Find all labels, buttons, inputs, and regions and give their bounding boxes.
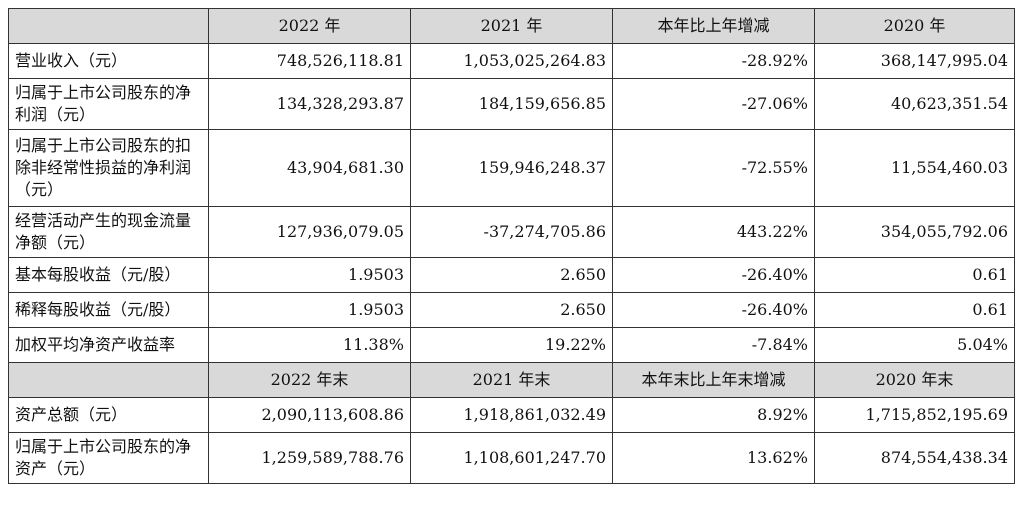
- cell-value: 159,946,248.37: [410, 129, 613, 207]
- cell-value: 443.22%: [612, 206, 815, 258]
- row-label: 营业收入（元）: [8, 43, 209, 79]
- cell-value: 354,055,792.06: [814, 206, 1015, 258]
- row-label: 归属于上市公司股东的扣除非经常性损益的净利润（元）: [8, 129, 209, 207]
- row-label: 归属于上市公司股东的净利润（元）: [8, 78, 209, 130]
- subheader-cell-2020-end: 2020 年末: [814, 362, 1015, 398]
- cell-value: 134,328,293.87: [208, 78, 411, 130]
- cell-value: 13.62%: [612, 432, 815, 484]
- row-label: 经营活动产生的现金流量净额（元）: [8, 206, 209, 258]
- cell-value: 11,554,460.03: [814, 129, 1015, 207]
- cell-value: 0.61: [814, 257, 1015, 293]
- table-row: 基本每股收益（元/股） 1.9503 2.650 -26.40% 0.61: [8, 257, 1015, 293]
- subheader-cell-change: 本年末比上年末增减: [612, 362, 815, 398]
- cell-value: 1,259,589,788.76: [208, 432, 411, 484]
- table-row: 经营活动产生的现金流量净额（元） 127,936,079.05 -37,274,…: [8, 206, 1015, 258]
- subheader-cell-2022-end: 2022 年末: [208, 362, 411, 398]
- row-label: 归属于上市公司股东的净资产（元）: [8, 432, 209, 484]
- row-label: 基本每股收益（元/股）: [8, 257, 209, 293]
- cell-value: -28.92%: [612, 43, 815, 79]
- cell-value: 2.650: [410, 257, 613, 293]
- cell-value: 11.38%: [208, 327, 411, 363]
- table-row: 归属于上市公司股东的扣除非经常性损益的净利润（元） 43,904,681.30 …: [8, 129, 1015, 207]
- table-row: 稀释每股收益（元/股） 1.9503 2.650 -26.40% 0.61: [8, 292, 1015, 328]
- cell-value: 1,715,852,195.69: [814, 397, 1015, 433]
- cell-value: 5.04%: [814, 327, 1015, 363]
- cell-value: 8.92%: [612, 397, 815, 433]
- cell-value: 184,159,656.85: [410, 78, 613, 130]
- row-label: 稀释每股收益（元/股）: [8, 292, 209, 328]
- cell-value: -72.55%: [612, 129, 815, 207]
- header-cell-empty: [8, 8, 209, 44]
- cell-value: 40,623,351.54: [814, 78, 1015, 130]
- cell-value: 19.22%: [410, 327, 613, 363]
- cell-value: 748,526,118.81: [208, 43, 411, 79]
- cell-value: 0.61: [814, 292, 1015, 328]
- cell-value: -27.06%: [612, 78, 815, 130]
- cell-value: -26.40%: [612, 292, 815, 328]
- header-cell-2021: 2021 年: [410, 8, 613, 44]
- financial-summary-table: 2022 年 2021 年 本年比上年增减 2020 年 营业收入（元） 748…: [8, 8, 1015, 484]
- cell-value: -37,274,705.86: [410, 206, 613, 258]
- cell-value: 43,904,681.30: [208, 129, 411, 207]
- header-cell-2022: 2022 年: [208, 8, 411, 44]
- header-cell-2020: 2020 年: [814, 8, 1015, 44]
- cell-value: 874,554,438.34: [814, 432, 1015, 484]
- cell-value: -26.40%: [612, 257, 815, 293]
- row-label: 资产总额（元）: [8, 397, 209, 433]
- cell-value: 127,936,079.05: [208, 206, 411, 258]
- header-cell-change: 本年比上年增减: [612, 8, 815, 44]
- cell-value: -7.84%: [612, 327, 815, 363]
- financial-table-container: 2022 年 2021 年 本年比上年增减 2020 年 营业收入（元） 748…: [8, 8, 1015, 484]
- header-row: 2022 年 2021 年 本年比上年增减 2020 年: [8, 8, 1015, 44]
- table-row: 加权平均净资产收益率 11.38% 19.22% -7.84% 5.04%: [8, 327, 1015, 363]
- cell-value: 1.9503: [208, 292, 411, 328]
- cell-value: 2.650: [410, 292, 613, 328]
- cell-value: 1.9503: [208, 257, 411, 293]
- table-row: 归属于上市公司股东的净资产（元） 1,259,589,788.76 1,108,…: [8, 432, 1015, 484]
- cell-value: 368,147,995.04: [814, 43, 1015, 79]
- cell-value: 2,090,113,608.86: [208, 397, 411, 433]
- cell-value: 1,918,861,032.49: [410, 397, 613, 433]
- subheader-cell-empty: [8, 362, 209, 398]
- subheader-row: 2022 年末 2021 年末 本年末比上年末增减 2020 年末: [8, 362, 1015, 398]
- table-row: 归属于上市公司股东的净利润（元） 134,328,293.87 184,159,…: [8, 78, 1015, 130]
- table-row: 资产总额（元） 2,090,113,608.86 1,918,861,032.4…: [8, 397, 1015, 433]
- cell-value: 1,108,601,247.70: [410, 432, 613, 484]
- subheader-cell-2021-end: 2021 年末: [410, 362, 613, 398]
- cell-value: 1,053,025,264.83: [410, 43, 613, 79]
- row-label: 加权平均净资产收益率: [8, 327, 209, 363]
- table-row: 营业收入（元） 748,526,118.81 1,053,025,264.83 …: [8, 43, 1015, 79]
